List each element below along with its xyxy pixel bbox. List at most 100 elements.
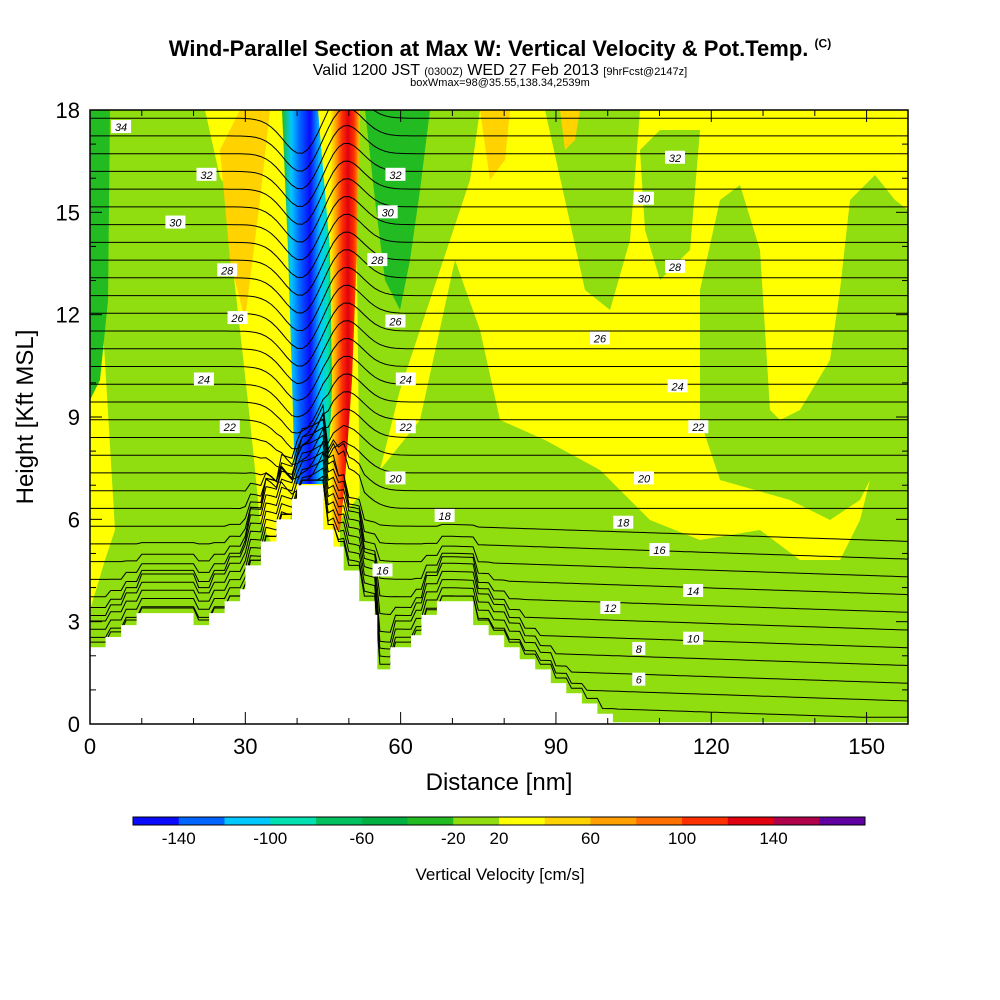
colorbar-label: 20 <box>490 829 509 848</box>
colorbar-frame <box>132 816 866 826</box>
contour-label: 20 <box>388 473 402 485</box>
contour-label-bg <box>196 167 217 181</box>
theta-contour-line <box>90 110 908 154</box>
colorbar-label: -140 <box>162 829 196 848</box>
contour-label-bg <box>633 191 654 205</box>
theta-contour-line <box>90 459 908 631</box>
contour-label-bg <box>372 563 393 577</box>
contour-label-bg <box>377 205 398 219</box>
contour-label: 30 <box>382 207 395 219</box>
contour-label-bg <box>395 372 416 386</box>
contour-label: 18 <box>439 511 452 523</box>
x-tick-labels: 0 30 60 90 120 150 <box>84 734 885 759</box>
contour-label-bg <box>600 601 621 615</box>
theta-contour-line <box>90 403 908 492</box>
theta-contour-line <box>90 440 908 495</box>
colorbar-swatch <box>224 817 271 825</box>
contour-label-bg <box>667 379 688 393</box>
theta-contour-line <box>90 355 908 418</box>
contour-label-bg <box>385 471 406 485</box>
contour-label-bg <box>613 515 634 529</box>
contour-labels: 34 32 30 28 26 24 22 32 30 28 26 24 22 20 18 16 32 30 28 26… <box>111 120 709 687</box>
contour-label-bg <box>367 253 388 267</box>
contour-label-bg <box>385 167 406 181</box>
contour-label: 26 <box>593 334 607 346</box>
contour-label: 26 <box>388 316 402 328</box>
theta-contour-line <box>90 231 908 296</box>
theta-contour-line <box>90 391 908 450</box>
theta-contour-line <box>90 142 908 208</box>
contour-label-bg <box>665 150 686 164</box>
contour-label-bg <box>683 583 704 597</box>
theta-contour-line <box>90 125 908 190</box>
colorbar-swatch <box>453 817 500 825</box>
theta-contour-line <box>90 110 908 172</box>
contour-label: 22 <box>399 422 412 434</box>
contour-label: 16 <box>376 566 389 578</box>
theta-contour-line <box>90 479 908 684</box>
y-tick-label: 6 <box>68 507 80 532</box>
theta-contour-line <box>90 249 908 314</box>
x-tick-label: 150 <box>848 734 885 759</box>
contour-label: 28 <box>668 262 682 274</box>
contour-label: 30 <box>169 218 182 230</box>
contour-label-bg <box>649 543 670 557</box>
theta-contour-line <box>90 475 908 666</box>
contour-label: 30 <box>638 194 651 206</box>
colorbar-title: Vertical Velocity [cm/s] <box>415 865 584 884</box>
colorbar-label: -60 <box>349 829 374 848</box>
contour-label: 32 <box>669 153 681 165</box>
chart-box-info: boxWmax=98@35.55,138.34,2539m <box>410 77 590 89</box>
y-tick-label: 18 <box>56 98 80 123</box>
terrain-mask <box>90 485 908 724</box>
contour-label-bg <box>632 672 646 686</box>
colorbar-swatch <box>270 817 317 825</box>
theta-contour-line <box>90 178 908 243</box>
colorbar-swatch <box>544 817 591 825</box>
contour-label: 34 <box>115 122 127 134</box>
colorbar-label: 60 <box>581 829 600 848</box>
x-tick-label: 60 <box>388 734 412 759</box>
theta-contour-line <box>90 418 908 542</box>
theta-contour-line <box>90 373 908 434</box>
contour-label-bg <box>395 420 416 434</box>
contour-label: 24 <box>197 374 210 386</box>
contour-label-bg <box>589 331 610 345</box>
contour-label: 10 <box>687 634 700 646</box>
chart-subtitle: Valid 1200 JST (0300Z) WED 27 Feb 2013 [… <box>312 62 688 79</box>
theta-contour-line <box>90 450 908 613</box>
colorbar-swatch <box>361 817 408 825</box>
theta-contour-line <box>90 424 908 481</box>
theta-contour-line <box>90 467 908 649</box>
theta-contour-line <box>90 320 908 385</box>
contour-label: 18 <box>617 518 630 530</box>
y-tick-label: 9 <box>68 405 80 430</box>
contour-label-bg <box>217 263 238 277</box>
x-tick-label: 0 <box>84 734 96 759</box>
contour-label-bg <box>385 314 406 328</box>
contour-label: 14 <box>687 586 699 598</box>
contour-label-bg <box>683 631 704 645</box>
colorbar-swatch <box>407 817 454 825</box>
y-tick-label: 12 <box>56 303 80 328</box>
contour-label: 28 <box>220 265 234 277</box>
contour-label-bg <box>227 311 248 325</box>
colorbar-swatch <box>499 817 546 825</box>
contour-label: 32 <box>200 170 212 182</box>
colorbar-label: 140 <box>759 829 787 848</box>
updraft-jet <box>330 110 360 530</box>
contour-label: 24 <box>670 381 683 393</box>
colorbar-swatch <box>727 817 774 825</box>
contour-label: 26 <box>230 313 244 325</box>
contour-label-bg <box>632 641 646 655</box>
contour-label: 12 <box>604 603 616 615</box>
contour-label-bg <box>633 471 654 485</box>
theta-contour-line <box>90 442 908 596</box>
contour-label: 20 <box>637 473 651 485</box>
theta-contour-line <box>90 434 908 578</box>
theta-contour-line <box>90 160 908 225</box>
contour-label-bg <box>665 259 686 273</box>
colorbar-swatch <box>682 817 729 825</box>
contour-label: 24 <box>399 374 412 386</box>
contour-label-bg <box>193 372 214 386</box>
